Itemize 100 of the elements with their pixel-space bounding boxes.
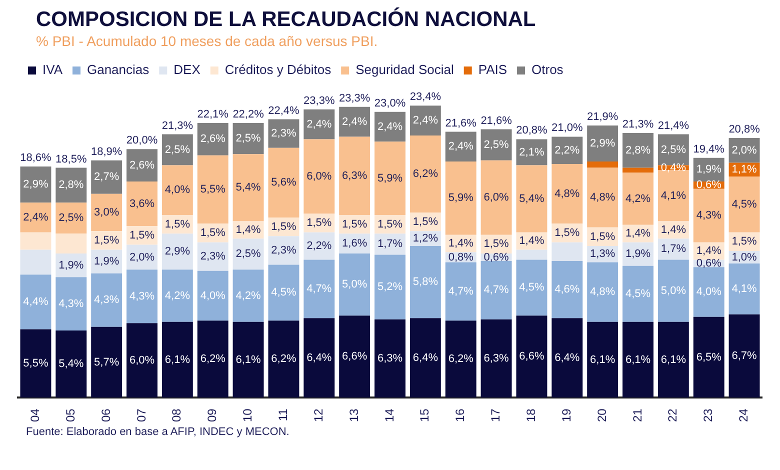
- bar: [20, 250, 52, 275]
- x-tick-label: 12: [311, 408, 326, 422]
- bar: [516, 260, 548, 316]
- data-label: 4,5%: [732, 198, 758, 210]
- total-label: 18,6%: [20, 152, 52, 164]
- bar: [480, 129, 512, 160]
- bar: [197, 123, 228, 156]
- data-label: 1,5%: [306, 217, 332, 230]
- source-note: Fuente: Elaborado en base a AFIP, INDEC y MECON.: [26, 425, 290, 439]
- bar: [20, 329, 52, 398]
- data-label: 1,5%: [377, 218, 403, 230]
- bar: [91, 326, 122, 398]
- x-tick-label: 16: [453, 408, 468, 422]
- data-label: 1,9%: [94, 256, 120, 268]
- bar: [162, 322, 193, 398]
- data-label: 1,5%: [554, 227, 580, 240]
- legend-label: IVA: [42, 62, 63, 78]
- bar: [374, 142, 406, 215]
- bar: [232, 123, 264, 154]
- bar: [126, 270, 158, 324]
- bar: [91, 160, 122, 194]
- data-label: 1,5%: [94, 234, 120, 246]
- bar: [304, 318, 335, 398]
- total-label: 23,4%: [410, 91, 442, 104]
- data-label: 1,9%: [625, 248, 651, 260]
- data-label: 1,4%: [519, 235, 544, 248]
- bar: [20, 202, 52, 232]
- total-label: 21,3%: [162, 120, 194, 132]
- total-label: 21,6%: [480, 114, 512, 127]
- data-label: 1,0%: [732, 251, 758, 264]
- bar: [20, 166, 52, 203]
- bar: [587, 322, 618, 398]
- data-label: 4,8%: [590, 286, 616, 298]
- data-label: 5,8%: [412, 276, 438, 288]
- x-tick-label: 15: [418, 408, 432, 422]
- data-label: 1,6%: [342, 238, 368, 250]
- data-label: 6,4%: [554, 352, 580, 364]
- bar: [56, 168, 87, 203]
- data-label: 5,6%: [271, 176, 296, 189]
- bar: [56, 234, 87, 254]
- data-label: 2,4%: [377, 120, 403, 133]
- data-label: 6,1%: [236, 354, 262, 366]
- bar: [445, 262, 476, 321]
- data-label: 4,2%: [164, 290, 190, 302]
- bar: [162, 134, 193, 166]
- data-label: 0,8%: [448, 251, 474, 264]
- legend-label: Otros: [532, 62, 564, 78]
- data-label: 6,5%: [696, 351, 722, 364]
- data-label: 2,3%: [271, 244, 296, 256]
- data-label: 5,0%: [342, 278, 368, 291]
- x-tick-label: 20: [594, 408, 609, 422]
- total-label: 22,1%: [197, 108, 229, 121]
- data-label: 6,6%: [519, 350, 544, 363]
- x-tick-label: 08: [170, 408, 184, 422]
- legend-label: Ganancias: [86, 62, 150, 78]
- x-tick-label: 09: [205, 408, 220, 422]
- bar: [304, 260, 335, 318]
- x-tick-label: 07: [134, 408, 148, 422]
- bar: [232, 238, 264, 270]
- total-label: 19,4%: [693, 143, 725, 156]
- bar: [126, 149, 158, 182]
- bar: [622, 168, 654, 173]
- data-label: 4,1%: [732, 282, 758, 295]
- chart-subtitle: % PBI - Acumulado 10 meses de cada año versus PBI.: [36, 32, 379, 50]
- data-label: 1,4%: [448, 238, 474, 250]
- data-label: 2,9%: [164, 246, 190, 258]
- bar: [410, 246, 441, 318]
- data-label: 4,8%: [590, 192, 616, 204]
- data-label: 1,5%: [590, 230, 616, 243]
- bar: [445, 162, 476, 235]
- data-label: 2,4%: [342, 116, 368, 128]
- data-label: 4,0%: [164, 184, 190, 196]
- bar: [587, 262, 618, 322]
- data-label: 2,4%: [448, 140, 474, 153]
- bar: [480, 160, 512, 235]
- data-label: 6,0%: [484, 192, 510, 204]
- bar: [552, 164, 583, 224]
- bar: [20, 232, 52, 250]
- bar: [587, 162, 618, 168]
- data-label: 5,0%: [660, 284, 686, 297]
- x-tick-label: 18: [524, 408, 538, 422]
- data-label: 1,5%: [200, 227, 226, 240]
- bar: [339, 254, 370, 316]
- bar: [410, 318, 441, 398]
- bar: [339, 136, 370, 215]
- data-label: 2,6%: [200, 133, 226, 146]
- total-label: 23,3%: [338, 92, 370, 104]
- data-label: 1,4%: [236, 224, 262, 236]
- chart-title: COMPOSICION DE LA RECAUDACIÓN NACIONAL: [36, 8, 537, 32]
- data-label: 4,5%: [271, 286, 296, 299]
- data-label: 2,0%: [129, 251, 155, 264]
- bar: [516, 165, 548, 232]
- data-label: 6,0%: [129, 354, 155, 366]
- data-label: 6,1%: [660, 354, 686, 366]
- bar: [693, 316, 724, 398]
- data-label: 2,5%: [484, 138, 510, 151]
- bar: [162, 234, 193, 270]
- bar: [162, 165, 193, 215]
- data-label: 6,2%: [200, 353, 226, 366]
- data-label: 6,6%: [342, 350, 368, 363]
